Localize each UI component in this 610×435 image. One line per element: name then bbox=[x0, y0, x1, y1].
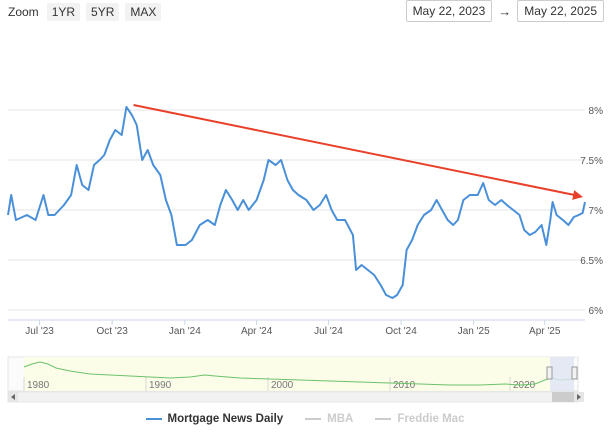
navigator-scrollbar-thumb[interactable] bbox=[552, 392, 574, 402]
legend-item-mortgage-news-daily[interactable]: Mortgage News Daily bbox=[145, 413, 284, 425]
trend-arrow-line bbox=[133, 104, 578, 197]
legend-label-mnd: Mortgage News Daily bbox=[167, 413, 284, 425]
navigator-label: 2000 bbox=[271, 380, 294, 391]
legend-label-mba: MBA bbox=[327, 413, 354, 425]
navigator-right-handle[interactable] bbox=[571, 366, 578, 380]
x-tick-label: Jan '24 bbox=[169, 326, 201, 337]
x-axis-labels: Jul '23 Oct '23 Jan '24 Apr '24 Jul '24 Oct '… bbox=[25, 320, 561, 337]
legend-item-mba[interactable]: MBA bbox=[305, 413, 353, 425]
y-tick-label: 8% bbox=[589, 106, 604, 117]
date-range: May 22, 2023 → May 22, 2025 bbox=[405, 0, 604, 22]
legend-swatch-freddie bbox=[375, 418, 392, 420]
trend-arrow-head bbox=[572, 190, 583, 200]
range-arrow: → bbox=[498, 3, 512, 19]
y-grid bbox=[8, 109, 585, 311]
navigator-series-line bbox=[23, 361, 575, 386]
navigator-label: 1980 bbox=[27, 380, 50, 391]
y-tick-label: 7.5% bbox=[580, 156, 603, 167]
navigator-label: 1990 bbox=[149, 380, 172, 391]
legend: Mortgage News Daily MBA Freddie Mac bbox=[0, 413, 610, 425]
y-tick-label: 7% bbox=[589, 206, 604, 217]
series-line-mortgage-news-daily[interactable] bbox=[7, 106, 586, 299]
navigator-labels: 1980 1990 2000 2010 2020 bbox=[23, 377, 536, 391]
legend-item-freddie-mac[interactable]: Freddie Mac bbox=[375, 413, 464, 425]
zoom-5yr-button[interactable]: 5YR bbox=[86, 3, 120, 21]
x-tick-label: Jan '25 bbox=[458, 326, 490, 337]
x-tick-label: Jul '24 bbox=[314, 326, 343, 337]
trend-arrow bbox=[133, 104, 583, 200]
legend-label-freddie: Freddie Mac bbox=[397, 413, 465, 425]
zoom-max-button[interactable]: MAX bbox=[125, 3, 162, 21]
x-tick-label: Oct '23 bbox=[97, 326, 129, 337]
navigator-left-handle[interactable] bbox=[546, 366, 553, 380]
x-tick-label: Oct '24 bbox=[385, 326, 417, 337]
scroll-left-arrow-icon bbox=[11, 394, 15, 400]
x-tick-label: Apr '25 bbox=[529, 326, 561, 337]
y-tick-label: 6.5% bbox=[580, 256, 603, 267]
y-axis-labels: 6% 6.5% 7% 7.5% 8% bbox=[580, 106, 603, 317]
navigator[interactable]: 1980 1990 2000 2010 2020 bbox=[7, 356, 584, 403]
zoom-label: Zoom bbox=[8, 5, 39, 19]
navigator-selected-range[interactable] bbox=[550, 357, 574, 391]
legend-swatch-mba bbox=[305, 418, 322, 420]
navigator-scrollbar-track[interactable] bbox=[7, 391, 579, 403]
range-to-input[interactable]: May 22, 2025 bbox=[517, 0, 604, 22]
series-layer bbox=[7, 106, 586, 299]
legend-swatch-mnd bbox=[145, 418, 162, 420]
x-tick-label: Apr '24 bbox=[241, 326, 273, 337]
zoom-bar: Zoom 1YR 5YR MAX bbox=[8, 3, 162, 21]
scroll-right-arrow-icon bbox=[577, 394, 581, 400]
x-tick-label: Jul '23 bbox=[25, 326, 54, 337]
navigator-label: 2010 bbox=[393, 380, 416, 391]
range-from-input[interactable]: May 22, 2023 bbox=[405, 0, 493, 22]
navigator-label: 2020 bbox=[513, 380, 536, 391]
y-tick-label: 6% bbox=[589, 306, 604, 317]
zoom-1yr-button[interactable]: 1YR bbox=[46, 3, 81, 21]
